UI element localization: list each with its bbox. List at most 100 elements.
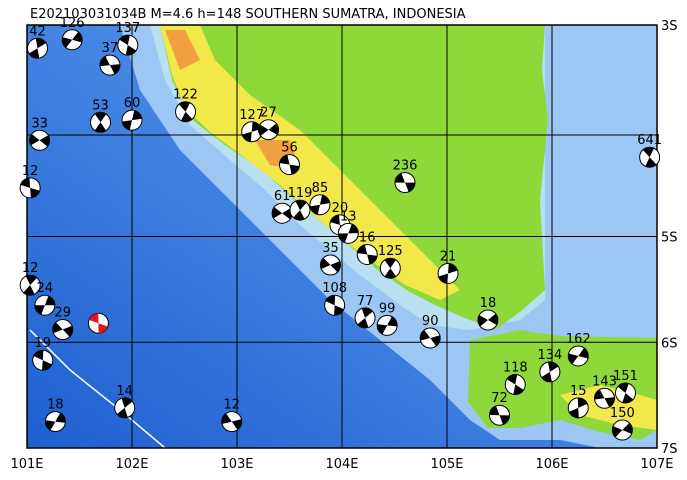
x-tick-label: 101E — [10, 457, 43, 472]
beachball-quadrant — [258, 123, 279, 136]
beachball-quadrant — [28, 38, 47, 59]
x-tick-label: 106E — [535, 457, 568, 472]
beachball-quadrant — [395, 173, 415, 192]
event — [34, 294, 56, 316]
depth-label: 61 — [274, 189, 291, 204]
event — [594, 387, 615, 409]
event — [52, 319, 74, 341]
y-tick-label: 6S — [661, 336, 678, 351]
event — [121, 109, 143, 131]
event — [90, 111, 111, 133]
depth-label: 13 — [340, 209, 357, 224]
event — [567, 345, 589, 367]
beachball-quadrant — [612, 422, 633, 438]
event — [19, 177, 41, 199]
depth-label: 77 — [357, 294, 374, 309]
depth-label: 12 — [22, 164, 39, 179]
beachball-quadrant — [310, 194, 330, 215]
event — [376, 314, 398, 336]
y-tick-label: 5S — [661, 231, 678, 246]
beachball-quadrant — [242, 121, 262, 142]
beachball-quadrant — [594, 389, 615, 408]
depth-label: 56 — [281, 141, 298, 156]
event — [337, 222, 359, 244]
beachball-quadrant — [338, 223, 359, 243]
depth-label: 118 — [503, 361, 528, 376]
event — [567, 397, 589, 419]
event — [44, 411, 66, 433]
depth-label: 162 — [566, 332, 591, 347]
event — [319, 254, 341, 276]
event — [221, 411, 243, 433]
depth-label: 99 — [379, 301, 396, 316]
event — [379, 257, 401, 279]
beachball-quadrant — [29, 134, 50, 147]
event — [61, 29, 83, 51]
depth-label: 35 — [322, 241, 339, 256]
beachball-quadrant — [221, 413, 242, 430]
beachball-quadrant — [325, 295, 344, 316]
beachball-quadrant — [541, 361, 559, 382]
depth-label: 18 — [480, 296, 497, 311]
depth-label: 236 — [393, 159, 418, 174]
event — [437, 263, 459, 285]
beachball-quadrant — [99, 56, 120, 75]
beachball-quadrant — [293, 200, 307, 221]
beachball-quadrant — [23, 275, 37, 296]
beachball-quadrant — [45, 412, 66, 431]
depth-label: 12 — [223, 398, 240, 413]
depth-label: 24 — [37, 281, 54, 296]
event — [419, 327, 441, 349]
event — [309, 194, 331, 216]
depth-label: 150 — [610, 406, 635, 421]
beachball-quadrant — [279, 154, 300, 175]
depth-label: 125 — [378, 244, 403, 259]
event — [394, 172, 416, 194]
event — [477, 309, 499, 331]
event — [258, 119, 279, 141]
depth-label: 143 — [592, 374, 617, 389]
beachball-quadrant — [568, 347, 589, 365]
depth-label: 60 — [124, 96, 141, 111]
event — [324, 294, 346, 316]
depth-label: 33 — [31, 116, 48, 131]
event — [99, 54, 121, 76]
depth-label: 85 — [312, 181, 329, 196]
depth-label: 72 — [491, 391, 508, 406]
beachball-quadrant — [34, 295, 55, 315]
depth-label: 53 — [92, 98, 109, 113]
beachball-quadrant — [178, 101, 193, 122]
depth-label: 15 — [570, 384, 587, 399]
depth-label: 122 — [173, 88, 198, 103]
event — [175, 101, 197, 123]
beachball-quadrant — [62, 31, 83, 48]
beachball-quadrant — [506, 374, 524, 395]
x-tick-label: 107E — [640, 457, 673, 472]
depth-label: 18 — [47, 398, 64, 413]
event — [289, 199, 311, 221]
beachball-quadrant — [89, 313, 108, 334]
depth-label: 119 — [288, 186, 313, 201]
beachball-quadrant — [617, 383, 634, 404]
depth-label: 37 — [102, 41, 119, 56]
beachball-bg — [19, 274, 41, 296]
event — [504, 374, 526, 396]
beachball-quadrant — [122, 110, 142, 130]
beachball-quadrant — [119, 35, 137, 56]
depth-label: 20 — [332, 201, 349, 216]
event — [27, 37, 48, 59]
x-tick-label: 104E — [325, 457, 358, 472]
beachball-quadrant — [357, 307, 373, 328]
event — [29, 129, 51, 151]
beachball-quadrant — [377, 316, 398, 335]
event — [611, 419, 633, 441]
depth-label: 90 — [422, 314, 439, 329]
beachball-quadrant — [320, 257, 341, 273]
event — [615, 382, 636, 404]
y-tick-label: 3S — [661, 19, 678, 34]
event — [117, 34, 139, 56]
depth-label: 134 — [537, 348, 562, 363]
x-tick-label: 105E — [430, 457, 463, 472]
depth-label: 29 — [54, 306, 71, 321]
